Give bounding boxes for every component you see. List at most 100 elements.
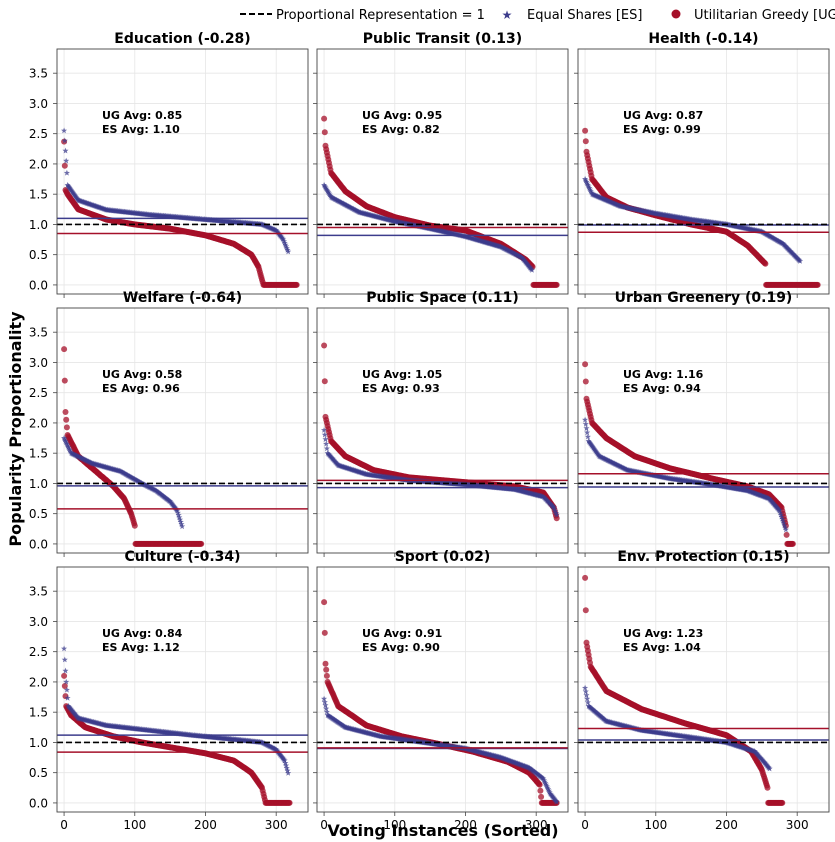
ug-point xyxy=(582,361,589,368)
es-point xyxy=(582,416,589,423)
es-point xyxy=(323,705,330,712)
y-tick-label: 2.0 xyxy=(29,157,48,171)
es-point xyxy=(61,434,68,441)
y-tick-label: 0.5 xyxy=(29,766,48,780)
legend-item-ug: Utilitarian Greedy [UG] xyxy=(671,8,835,23)
ug-point xyxy=(322,660,329,667)
ug-point xyxy=(321,378,328,385)
es-average-label: ES Avg: 1.12 xyxy=(102,641,180,654)
ug-point xyxy=(61,162,68,169)
es-point xyxy=(174,507,181,514)
es-point xyxy=(325,189,332,195)
es-point xyxy=(590,444,597,451)
panel-frame xyxy=(577,307,830,554)
panel-title: Public Space (0.11) xyxy=(366,290,519,306)
ug-point xyxy=(553,515,560,522)
es-point xyxy=(175,512,182,518)
ug-point xyxy=(321,629,328,636)
panel-frame xyxy=(577,48,830,295)
es-point xyxy=(321,427,328,433)
ug-average-label: UG Avg: 0.95 xyxy=(362,109,442,122)
es-point xyxy=(280,236,287,243)
panel-frame xyxy=(316,307,569,554)
es-point xyxy=(61,137,68,144)
ug-point xyxy=(62,409,69,415)
ug-average-label: UG Avg: 0.84 xyxy=(102,627,183,640)
ug-point xyxy=(537,787,544,794)
y-tick-label: 0.5 xyxy=(29,507,48,521)
ug-point xyxy=(293,281,300,288)
y-tick-label: 3.0 xyxy=(29,615,48,629)
ug-average-label: UG Avg: 1.05 xyxy=(362,368,442,381)
ug-point xyxy=(61,672,68,679)
es-point xyxy=(591,446,598,452)
es-point xyxy=(326,190,333,197)
es-point xyxy=(550,504,557,511)
ug-point xyxy=(61,346,68,353)
ug-point xyxy=(321,342,328,349)
ug-point xyxy=(131,522,138,529)
ug-point xyxy=(783,531,790,538)
panel-frame xyxy=(56,307,309,554)
es-point xyxy=(176,514,183,520)
legend-item-es: ★ Equal Shares [ES] xyxy=(502,8,643,23)
panel-frame xyxy=(316,48,569,295)
es-point xyxy=(282,759,289,766)
ug-point xyxy=(321,599,328,606)
es-point xyxy=(551,506,558,512)
es-point xyxy=(780,518,787,524)
es-point xyxy=(321,698,328,705)
ug-point xyxy=(323,672,330,679)
es-point xyxy=(177,518,184,525)
es-point xyxy=(283,762,290,769)
es-point xyxy=(178,521,185,527)
ug-point xyxy=(553,281,560,288)
y-tick-label: 2.5 xyxy=(29,386,48,400)
es-point xyxy=(553,511,560,518)
es-point xyxy=(283,764,290,771)
ug-point xyxy=(582,127,589,134)
es-point xyxy=(781,522,788,529)
ug-point xyxy=(63,424,70,431)
panel-title: Urban Greenery (0.19) xyxy=(615,290,793,306)
legend-ug-circle-icon xyxy=(671,9,681,19)
es-point xyxy=(281,757,288,764)
es-point xyxy=(779,515,786,522)
es-point xyxy=(63,686,70,693)
plot-area xyxy=(578,49,829,294)
es-point xyxy=(324,188,331,194)
es-average-label: ES Avg: 0.99 xyxy=(623,123,701,136)
es-point xyxy=(327,192,334,199)
panel-title: Culture (-0.34) xyxy=(124,549,240,565)
y-tick-label: 0.0 xyxy=(29,537,48,551)
y-tick-label: 0.0 xyxy=(29,278,48,292)
es-average-label: ES Avg: 0.82 xyxy=(362,123,440,136)
es-point xyxy=(782,526,789,533)
ug-average-label: UG Avg: 1.16 xyxy=(623,368,704,381)
es-point xyxy=(281,239,288,246)
es-point xyxy=(588,189,595,196)
legend-reference-label: Proportional Representation = 1 xyxy=(276,8,485,23)
es-point xyxy=(285,248,292,255)
es-point xyxy=(584,433,591,440)
series-layer xyxy=(582,127,821,288)
legend-es-label: Equal Shares [ES] xyxy=(527,8,642,23)
ug-point xyxy=(814,281,821,288)
ug-point xyxy=(321,129,328,136)
es-point xyxy=(68,187,75,193)
es-point xyxy=(321,181,328,188)
x-tick-label: 0 xyxy=(60,818,68,832)
es-average-label: ES Avg: 0.93 xyxy=(362,382,440,395)
panel-title: Health (-0.14) xyxy=(648,31,758,47)
es-point xyxy=(70,191,77,197)
y-tick-label: 3.0 xyxy=(29,356,48,370)
es-point xyxy=(797,258,804,264)
y-tick-label: 1.5 xyxy=(29,706,48,720)
